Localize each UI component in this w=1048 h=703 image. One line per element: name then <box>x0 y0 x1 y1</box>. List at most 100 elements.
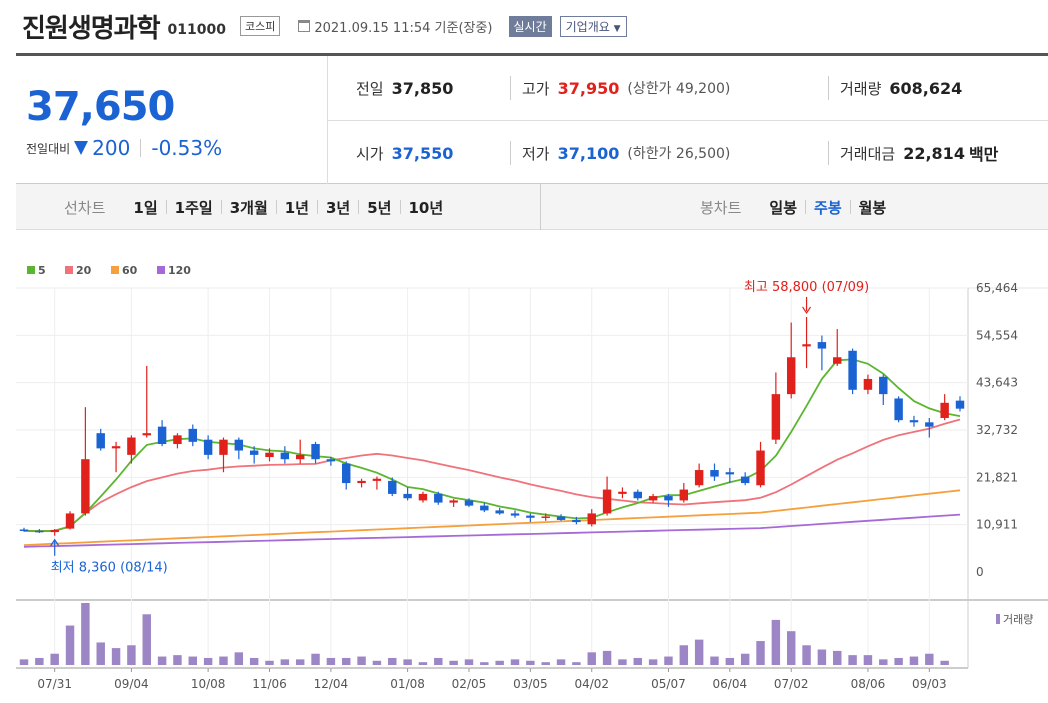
open-value: 37,550 <box>391 143 454 163</box>
prev-label: 전일 <box>356 79 384 98</box>
volume-bar <box>940 660 949 665</box>
candle <box>894 396 903 423</box>
y-tick-label: 65,464 <box>976 281 1018 295</box>
quote-row-1: 전일 37,850 고가 37,950 (상한가 49,200) 거래량 608… <box>328 56 1048 120</box>
divider <box>220 200 222 214</box>
candle <box>664 493 673 507</box>
lower-limit: (하한가 26,500) <box>627 146 731 162</box>
change-label: 전일대비 <box>26 141 71 156</box>
candle <box>740 472 750 486</box>
volume-bar <box>833 650 842 665</box>
volume-bar <box>879 659 888 665</box>
candle <box>480 502 489 513</box>
candle-body <box>817 342 827 349</box>
x-tick-label: 10/08 <box>191 677 226 691</box>
candle <box>96 428 105 451</box>
low-price: 저가 37,100 (하한가 26,500) <box>522 121 730 185</box>
candle-body <box>740 476 750 484</box>
candle-body <box>602 489 612 514</box>
realtime-button[interactable]: 실시간 <box>508 15 552 37</box>
divider <box>358 200 360 214</box>
volume-bar <box>434 657 443 665</box>
candle <box>526 513 535 523</box>
ma60-line <box>23 489 961 546</box>
high-price: 고가 37,950 (상한가 49,200) <box>522 56 730 120</box>
candle <box>65 511 75 530</box>
tab-monthly[interactable]: 월봉 <box>858 198 887 217</box>
candle-body <box>19 529 29 531</box>
tab-1year[interactable]: 1년 <box>284 198 309 217</box>
volume-bar <box>357 656 366 665</box>
tab-1day[interactable]: 1일 <box>133 198 158 217</box>
volume-bar <box>587 652 596 665</box>
candle <box>219 437 228 473</box>
candle-body <box>357 480 366 484</box>
candle <box>495 507 504 515</box>
candle <box>771 372 781 445</box>
candle <box>111 441 121 473</box>
datetime: 2021.09.15 11:54 기준(장중) <box>298 17 493 36</box>
volume-bar <box>173 655 182 665</box>
candle <box>940 394 949 421</box>
x-tick-label: 01/08 <box>390 677 425 691</box>
x-tick-label: 12/04 <box>314 677 349 691</box>
volume-bar <box>694 639 704 665</box>
candle <box>909 415 919 427</box>
candle-body <box>556 516 566 520</box>
candle-body <box>894 398 903 421</box>
legend-label-2: 60 <box>122 264 138 277</box>
divider <box>165 200 167 214</box>
high-value: 37,950 <box>557 78 620 98</box>
candle-body <box>449 500 458 503</box>
price-change: 전일대비 200 -0.53% <box>26 136 222 160</box>
candle <box>50 529 59 536</box>
candle <box>863 374 873 395</box>
candle-body <box>81 459 90 514</box>
volume-legend-label: 거래량 <box>1003 613 1033 626</box>
candle-body <box>618 491 627 494</box>
volume-bar <box>848 655 857 665</box>
calendar-icon <box>298 20 311 32</box>
tab-5year[interactable]: 5년 <box>367 198 392 217</box>
volume-label: 거래량 <box>840 79 882 98</box>
volume-bar <box>188 656 198 665</box>
candle-body <box>219 439 228 455</box>
legend-swatch-3 <box>157 266 165 274</box>
candle <box>142 365 151 438</box>
tab-3month[interactable]: 3개월 <box>229 198 268 217</box>
ma120-line <box>23 513 961 548</box>
candle <box>295 439 305 464</box>
candle-chart-label: 봉차트 <box>700 198 742 217</box>
divider <box>805 200 807 214</box>
tab-10year[interactable]: 10년 <box>408 198 444 217</box>
candle <box>618 487 627 499</box>
volume-bar <box>388 657 397 665</box>
tab-weekly[interactable]: 주봉 <box>814 198 842 217</box>
legend-swatch-2 <box>111 266 119 274</box>
candle <box>679 483 689 503</box>
divider <box>828 141 829 165</box>
volume-bar <box>449 660 458 665</box>
volume-bar <box>50 653 59 665</box>
candle-body <box>127 437 136 455</box>
y-tick-label: 0 <box>976 565 984 579</box>
candle-body <box>295 454 305 460</box>
tab-1week[interactable]: 1주일 <box>174 198 213 217</box>
candle-body <box>65 513 75 529</box>
candle-body <box>541 516 550 518</box>
y-tick-label: 32,732 <box>976 423 1018 437</box>
candle-body <box>234 439 244 451</box>
candle <box>633 489 642 501</box>
x-tick-label: 08/06 <box>851 677 886 691</box>
tab-daily[interactable]: 일봉 <box>769 198 798 217</box>
x-tick-label: 09/03 <box>912 677 947 691</box>
candle-body <box>510 513 520 516</box>
candle <box>203 435 213 460</box>
divider <box>510 76 511 100</box>
company-info-dropdown[interactable]: 기업개요 ▼ <box>559 15 627 37</box>
volume-bar <box>802 645 811 665</box>
candle-body <box>372 478 382 481</box>
tab-3year[interactable]: 3년 <box>326 198 351 217</box>
volume-bar <box>464 659 474 665</box>
